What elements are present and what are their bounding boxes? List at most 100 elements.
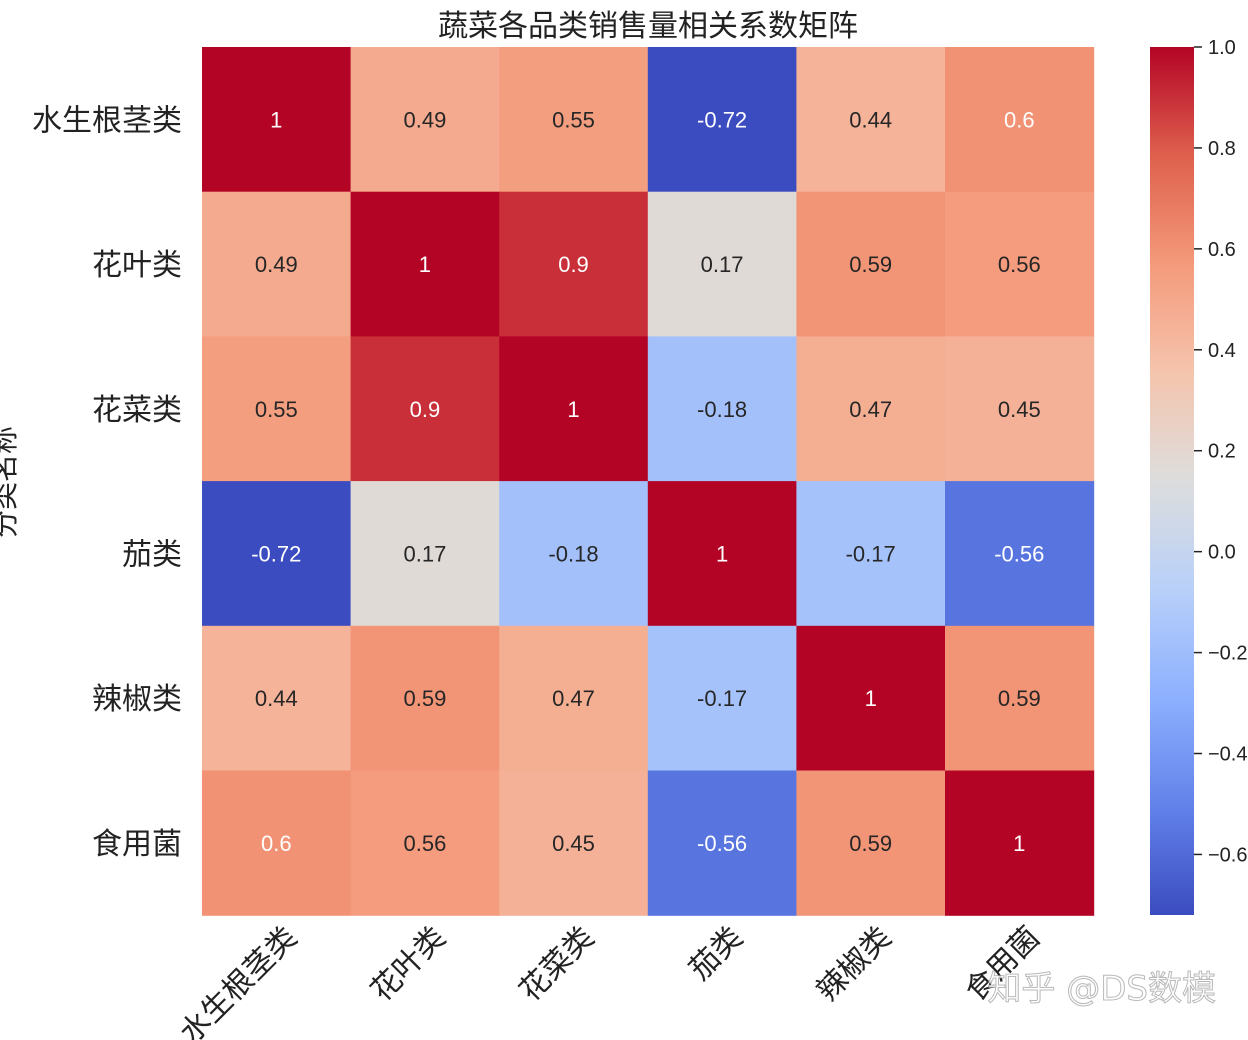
heatmap-cell xyxy=(499,336,649,482)
heatmap-cell-value: 0.59 xyxy=(403,686,446,711)
heatmap-cell xyxy=(350,191,500,337)
heatmap-cell-value: 0.45 xyxy=(552,831,595,856)
heatmap-cell xyxy=(647,47,797,193)
heatmap-cell-value: 0.9 xyxy=(558,252,589,277)
heatmap-cell-value: 0.55 xyxy=(255,397,298,422)
heatmap-cell xyxy=(647,625,797,772)
heatmap-cell-value: 0.49 xyxy=(255,252,298,277)
heatmap-cell-value: 0.59 xyxy=(998,686,1041,711)
heatmap-cell xyxy=(796,481,946,627)
heatmap-cell-value: 0.56 xyxy=(403,831,446,856)
heatmap-cell xyxy=(945,625,1095,772)
heatmap-cell-value: 0.47 xyxy=(552,686,595,711)
heatmap-cell xyxy=(796,770,946,916)
heatmap-cell-value: -0.18 xyxy=(697,397,747,422)
row-tick-label: 水生根茎类 xyxy=(32,103,182,138)
heatmap-cell xyxy=(202,191,352,337)
heatmap-cell xyxy=(350,770,500,916)
row-tick-label: 辣椒类 xyxy=(92,682,182,717)
heatmap-cell-value: -0.56 xyxy=(994,541,1044,566)
heatmap-cell xyxy=(350,47,500,193)
heatmap-cell xyxy=(945,191,1095,337)
heatmap-cell xyxy=(647,481,797,627)
heatmap-cell xyxy=(499,191,649,337)
heatmap-cell xyxy=(202,336,352,482)
colorbar-tick-label: −0.6 xyxy=(1208,844,1247,866)
col-tick-label: 茄类 xyxy=(683,920,750,987)
heatmap-cell-value: 0.6 xyxy=(261,831,292,856)
heatmap-cell-value: 1 xyxy=(716,541,728,566)
heatmap-cell xyxy=(202,481,352,627)
heatmap-cell xyxy=(796,47,946,193)
watermark: 知乎 @DS数模 xyxy=(987,969,1216,1009)
heatmap-cell-value: 1 xyxy=(419,252,431,277)
heatmap-cell-value: -0.18 xyxy=(548,541,598,566)
heatmap-cell-value: 0.47 xyxy=(849,397,892,422)
heatmap-cell xyxy=(796,625,946,772)
heatmap-cell-value: 0.17 xyxy=(701,252,744,277)
row-tick-label: 花菜类 xyxy=(92,393,182,428)
colorbar xyxy=(1150,47,1194,915)
chart-title: 蔬菜各品类销售量相关系数矩阵 xyxy=(438,9,858,44)
col-tick-label: 花叶类 xyxy=(364,920,452,1008)
col-tick-label: 花菜类 xyxy=(513,920,601,1008)
heatmap-cell-value: 0.45 xyxy=(998,397,1041,422)
heatmap-cell xyxy=(350,625,500,772)
heatmap-cell xyxy=(202,770,352,916)
heatmap-cell xyxy=(647,770,797,916)
heatmap-cell-value: -0.72 xyxy=(697,107,747,132)
row-tick-label: 花叶类 xyxy=(92,248,182,283)
heatmap-cell-value: 1 xyxy=(865,686,877,711)
row-tick-label: 茄类 xyxy=(122,537,182,572)
colorbar-tick-label: −0.4 xyxy=(1208,744,1247,766)
y-axis-label: 分类名称 xyxy=(0,426,21,538)
heatmap-cell-value: -0.17 xyxy=(846,541,896,566)
heatmap-cell xyxy=(350,481,500,627)
row-tick-label: 食用菌 xyxy=(92,827,182,862)
heatmap-cell-value: 0.56 xyxy=(998,252,1041,277)
colorbar-tick-label: 1.0 xyxy=(1208,37,1236,59)
col-tick-label: 辣椒类 xyxy=(810,920,898,1008)
heatmap-cell-value: 1 xyxy=(1013,831,1025,856)
heatmap-cell xyxy=(647,191,797,337)
heatmap-cell-labels: 1 0.49 0.55 -0.72 0.44 0.6 0.49 1 0.9 0.17 0.59 0.5… xyxy=(251,107,1044,856)
col-labels: 水生根茎类 花叶类 花菜类 茄类 辣椒类 食用菌 xyxy=(173,920,1047,1040)
heatmap-cell-value: 0.9 xyxy=(410,397,441,422)
heatmap-cell xyxy=(202,625,352,772)
colorbar-tick-label: 0.8 xyxy=(1208,138,1236,160)
heatmap-cell-value: -0.72 xyxy=(251,541,301,566)
heatmap-cell xyxy=(945,336,1095,482)
colorbar-tick-label: 0.4 xyxy=(1208,340,1236,362)
heatmap-cell-value: -0.17 xyxy=(697,686,747,711)
heatmap-cell xyxy=(796,336,946,482)
heatmap-cell-value: 0.44 xyxy=(849,107,892,132)
heatmap-cell-value: 0.59 xyxy=(849,252,892,277)
heatmap-cell xyxy=(499,770,649,916)
heatmap-cell xyxy=(647,336,797,482)
colorbar-ticks: 1.0 0.8 0.6 0.4 0.2 0.0 −0.2 −0.4 −0.6 xyxy=(1194,37,1247,866)
heatmap-cell xyxy=(499,625,649,772)
heatmap-cell xyxy=(796,191,946,337)
heatmap-cell xyxy=(499,481,649,627)
heatmap-cell xyxy=(945,770,1095,916)
colorbar-tick-label: 0.0 xyxy=(1208,542,1236,564)
heatmap-cells xyxy=(202,47,1095,916)
heatmap-cell-value: 1 xyxy=(270,107,282,132)
heatmap-cell-value: 1 xyxy=(567,397,579,422)
heatmap-cell-value: 0.17 xyxy=(403,541,446,566)
heatmap-cell-value: 0.55 xyxy=(552,107,595,132)
heatmap-cell xyxy=(499,47,649,193)
heatmap-cell-value: 0.44 xyxy=(255,686,298,711)
col-tick-label: 水生根茎类 xyxy=(173,920,304,1040)
heatmap-cell-value: 0.49 xyxy=(403,107,446,132)
colorbar-tick-label: −0.2 xyxy=(1208,643,1247,665)
heatmap-cell xyxy=(945,47,1095,193)
colorbar-tick-label: 0.6 xyxy=(1208,239,1236,261)
heatmap-cell xyxy=(945,481,1095,627)
heatmap-cell-value: -0.56 xyxy=(697,831,747,856)
colorbar-tick-label: 0.2 xyxy=(1208,441,1236,463)
heatmap-cell-value: 0.6 xyxy=(1004,107,1035,132)
heatmap-cell-value: 0.59 xyxy=(849,831,892,856)
